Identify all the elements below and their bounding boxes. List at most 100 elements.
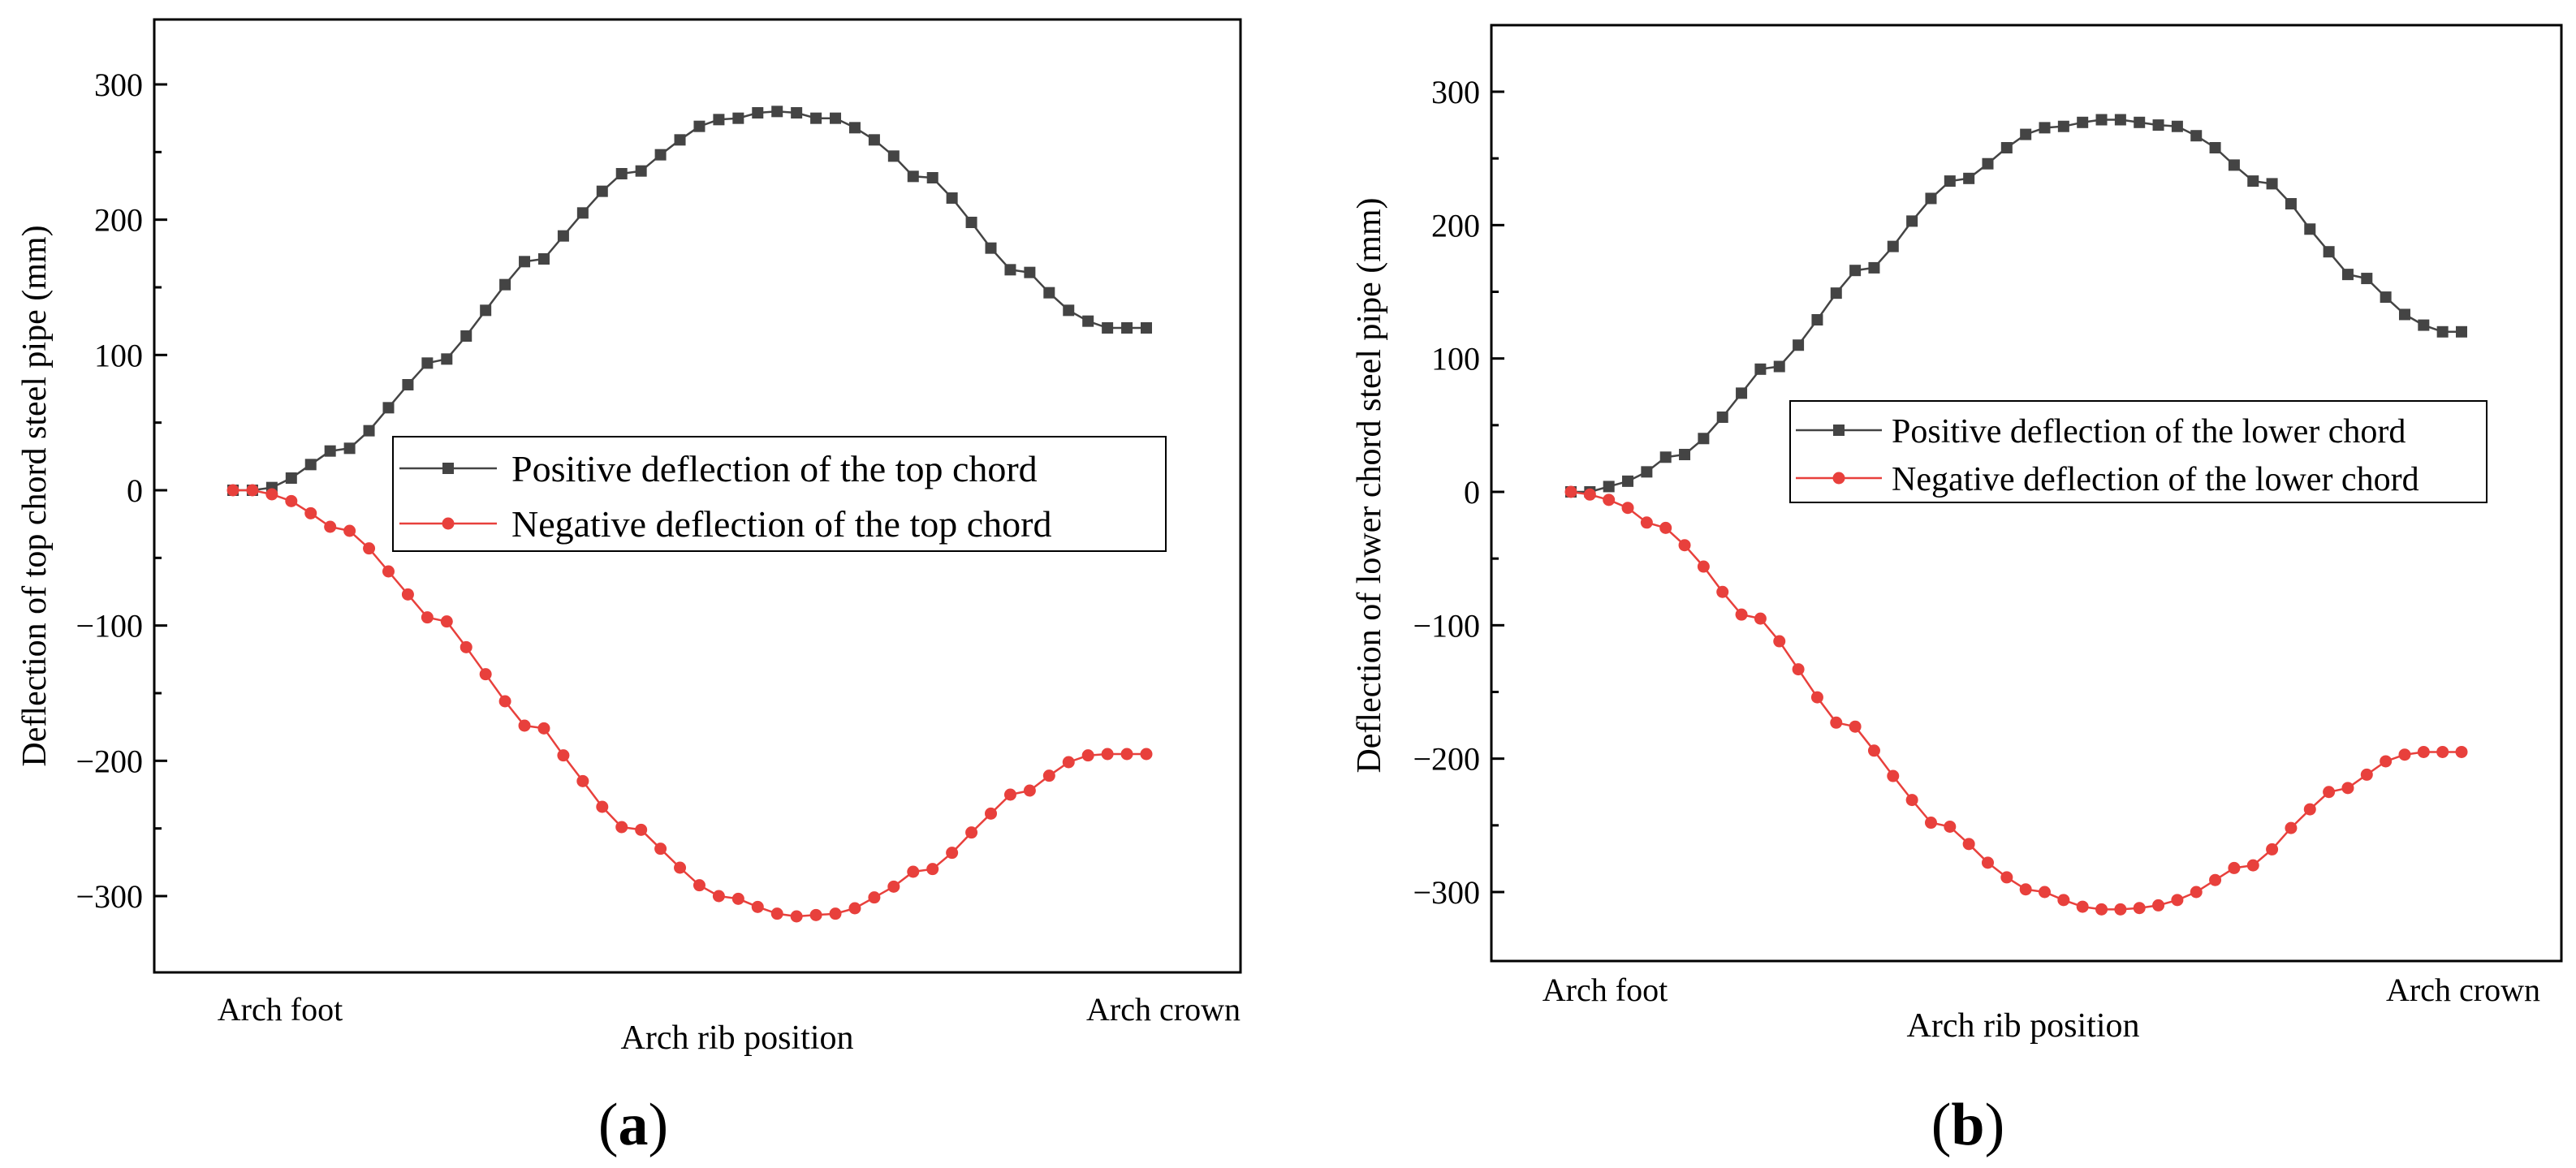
data-point-negative bbox=[576, 774, 589, 787]
data-point-positive bbox=[480, 304, 492, 317]
data-point-positive bbox=[791, 107, 803, 119]
data-point-negative bbox=[2133, 902, 2146, 915]
data-point-negative bbox=[1003, 788, 1016, 801]
data-point-negative bbox=[537, 722, 550, 735]
data-point-negative bbox=[1062, 756, 1075, 769]
data-point-negative bbox=[1716, 585, 1729, 598]
data-point-positive bbox=[363, 425, 375, 437]
y-tick-label: 300 bbox=[94, 67, 143, 103]
data-point-negative bbox=[635, 823, 648, 836]
data-point-negative bbox=[1924, 817, 1937, 830]
data-point-negative bbox=[1735, 608, 1748, 621]
data-point-positive bbox=[868, 134, 880, 146]
data-point-negative bbox=[2285, 821, 2298, 834]
data-point-negative bbox=[1810, 691, 1823, 704]
data-point-negative bbox=[654, 843, 667, 856]
data-point-negative bbox=[712, 890, 725, 903]
data-point-positive bbox=[635, 165, 647, 177]
data-point-positive bbox=[1736, 387, 1748, 399]
data-point-negative bbox=[460, 640, 472, 653]
data-point-positive bbox=[848, 122, 861, 134]
data-point-negative bbox=[1830, 716, 1843, 729]
data-point-positive bbox=[1793, 339, 1805, 351]
data-point-negative bbox=[1697, 560, 1710, 573]
data-point-positive bbox=[2095, 114, 2108, 126]
data-point-negative bbox=[343, 524, 356, 537]
data-point-positive bbox=[1622, 475, 1634, 487]
x-tick-label-arch-foot: Arch foot bbox=[1543, 972, 1668, 1008]
data-point-negative bbox=[2114, 903, 2127, 916]
data-point-positive bbox=[382, 402, 395, 414]
data-point-positive bbox=[732, 112, 744, 124]
data-point-positive bbox=[2247, 175, 2259, 187]
data-point-positive bbox=[1868, 261, 1880, 274]
plot-area-frame bbox=[153, 18, 1242, 974]
data-point-negative bbox=[246, 484, 259, 497]
data-point-positive bbox=[2285, 198, 2297, 210]
data-point-positive bbox=[1830, 287, 1842, 300]
y-axis-ticks: −300 −200 −100 0 100 200 300 bbox=[1413, 74, 1504, 911]
data-point-negative bbox=[1081, 749, 1094, 762]
data-point-positive bbox=[343, 442, 356, 455]
data-point-positive bbox=[946, 192, 958, 204]
data-point-positive bbox=[1944, 175, 1956, 187]
data-point-negative bbox=[1754, 612, 1767, 625]
x-axis-title: Arch rib position bbox=[621, 1019, 854, 1057]
y-tick-label: 200 bbox=[94, 202, 143, 239]
data-point-positive bbox=[1698, 433, 1710, 445]
legend-marker-positive bbox=[1833, 425, 1845, 436]
data-point-negative bbox=[731, 892, 744, 905]
data-point-positive bbox=[324, 445, 336, 457]
data-point-positive bbox=[2134, 116, 2146, 128]
data-point-negative bbox=[1887, 769, 1900, 782]
x-tick-label-arch-foot: Arch foot bbox=[218, 991, 343, 1028]
data-point-positive bbox=[1043, 287, 1055, 299]
data-point-negative bbox=[2228, 861, 2241, 874]
legend-entry-positive: Positive deflection of the lower chord bbox=[1796, 413, 2406, 450]
series-markers bbox=[227, 106, 1153, 923]
data-point-positive bbox=[1811, 314, 1823, 326]
data-point-negative bbox=[2209, 873, 2222, 886]
legend-box bbox=[1789, 400, 2488, 503]
y-axis-title: Deflection of lower chord steel pipe (mm… bbox=[1351, 197, 1388, 773]
data-point-positive bbox=[304, 459, 317, 471]
data-point-negative bbox=[790, 910, 803, 923]
legend-marker-negative bbox=[1832, 472, 1845, 485]
data-point-negative bbox=[1023, 784, 1036, 797]
data-point-negative bbox=[2246, 859, 2259, 872]
data-point-negative bbox=[751, 900, 764, 913]
data-point-positive bbox=[537, 253, 550, 265]
data-point-positive bbox=[615, 168, 628, 179]
data-point-positive bbox=[926, 172, 938, 183]
data-point-negative bbox=[2171, 894, 2184, 907]
data-point-positive bbox=[2418, 319, 2430, 331]
data-point-positive bbox=[2228, 159, 2240, 171]
legend-entry-negative: Negative deflection of the top chord bbox=[399, 503, 1051, 545]
data-point-negative bbox=[265, 488, 278, 501]
data-point-negative bbox=[2152, 899, 2165, 912]
data-point-negative bbox=[363, 542, 376, 555]
data-point-negative bbox=[324, 520, 337, 533]
legend-label-negative: Negative deflection of the top chord bbox=[511, 503, 1051, 545]
data-point-positive bbox=[965, 217, 977, 228]
data-point-positive bbox=[2398, 308, 2410, 321]
x-tick-label-arch-crown: Arch crown bbox=[1086, 991, 1241, 1028]
data-point-negative bbox=[285, 494, 298, 507]
data-point-negative bbox=[2039, 886, 2052, 899]
data-point-positive bbox=[557, 230, 569, 242]
data-point-negative bbox=[498, 695, 511, 708]
data-point-positive bbox=[1849, 265, 1862, 277]
data-point-negative bbox=[946, 847, 959, 860]
data-point-positive bbox=[1773, 360, 1785, 373]
data-point-positive bbox=[1082, 315, 1094, 327]
data-point-negative bbox=[2095, 903, 2108, 916]
data-point-positive bbox=[2456, 325, 2467, 338]
data-point-negative bbox=[2341, 782, 2354, 795]
panel-label-b: (b) bbox=[1931, 1092, 2004, 1158]
y-tick-label: −300 bbox=[76, 878, 143, 915]
data-point-positive bbox=[1716, 411, 1728, 423]
data-point-positive bbox=[2020, 128, 2032, 140]
data-point-negative bbox=[907, 865, 920, 878]
data-point-positive bbox=[1982, 157, 1994, 170]
